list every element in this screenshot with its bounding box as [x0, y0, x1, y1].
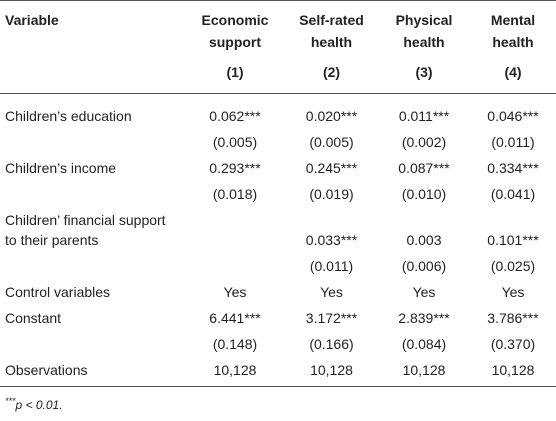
row-label: Children’s education — [5, 108, 132, 124]
table-row: (0.018) (0.019) (0.010) (0.041) — [0, 181, 556, 207]
table-row: Control variables Yes Yes Yes Yes — [0, 279, 556, 305]
column-number: (4) — [470, 53, 556, 94]
table-row: (0.011) (0.006) (0.025) — [0, 253, 556, 279]
cell: (0.005) — [309, 134, 354, 150]
table-row: Children’s education 0.062*** 0.020*** 0.01… — [0, 94, 556, 130]
column-header: Economic support — [185, 0, 285, 53]
cell: (0.002) — [401, 134, 447, 150]
cell: Yes — [223, 284, 247, 300]
row-label: Children’ financial support to their par… — [5, 212, 166, 248]
column-number: (2) — [285, 53, 378, 94]
cell: Yes — [412, 284, 436, 300]
table-row: Children’s income 0.293*** 0.245*** 0.087**… — [0, 155, 556, 181]
table-row: (0.005) (0.005) (0.002) (0.011) — [0, 129, 556, 155]
cell: (0.005) — [212, 134, 258, 150]
cell: 0.334*** — [487, 160, 539, 176]
table-row: Constant 6.441*** 3.172*** 2.839*** 3.786*** — [0, 305, 556, 331]
regression-table: Variable Economic support Self-rated healt… — [0, 0, 556, 387]
row-label: Observations — [0, 357, 185, 387]
cell: 10,128 — [378, 357, 470, 387]
table-body: Children’s education 0.062*** 0.020*** 0.01… — [0, 94, 556, 387]
cell: (0.041) — [490, 186, 536, 202]
cell: 0.033*** — [305, 232, 358, 248]
cell: (0.370) — [490, 336, 536, 352]
cell: 0.003 — [406, 232, 442, 248]
cell — [185, 253, 285, 279]
cell: 0.011*** — [398, 108, 450, 124]
cell: 3.172*** — [305, 310, 358, 326]
column-header: Physical health — [378, 0, 470, 53]
cell: (0.011) — [309, 258, 354, 274]
row-label: Control variables — [5, 284, 111, 300]
number-row: (1) (2) (3) (4) — [0, 53, 556, 94]
table-row: Children’ financial support to their par… — [0, 207, 556, 253]
table-row: Observations 10,128 10,128 10,128 10,128 — [0, 357, 556, 387]
cell: (0.084) — [401, 336, 447, 352]
cell: (0.010) — [401, 186, 447, 202]
cell: 10,128 — [285, 357, 378, 387]
cell: Yes — [501, 284, 525, 300]
cell: 0.062*** — [209, 108, 261, 124]
cell: Yes — [320, 284, 343, 300]
row-label — [0, 129, 185, 155]
header-row: Variable Economic support Self-rated healt… — [0, 0, 556, 53]
footnote-text: p < 0.01. — [15, 398, 63, 412]
footnote: ***p < 0.01. — [0, 387, 556, 412]
column-number — [0, 53, 185, 94]
footnote-marker: *** — [5, 396, 16, 406]
column-header: Self-rated health — [285, 0, 378, 53]
cell: (0.019) — [309, 186, 354, 202]
cell: 0.101*** — [487, 232, 539, 248]
row-label: Children’s income — [5, 160, 117, 176]
row-label — [0, 331, 185, 357]
row-label — [0, 181, 185, 207]
cell: (0.148) — [212, 336, 258, 352]
column-number: (1) — [185, 53, 285, 94]
column-number: (3) — [378, 53, 470, 94]
cell: 0.087*** — [398, 160, 450, 176]
cell: 0.046*** — [487, 108, 539, 124]
cell: 0.020*** — [305, 108, 358, 124]
column-header: Variable — [0, 0, 185, 53]
cell: 10,128 — [470, 357, 556, 387]
cell: 0.293*** — [209, 160, 261, 176]
cell: (0.011) — [491, 134, 535, 150]
cell: (0.018) — [212, 186, 258, 202]
cell: (0.166) — [309, 336, 354, 352]
cell: (0.006) — [401, 258, 447, 274]
cell — [185, 207, 285, 253]
column-header: Mental health — [470, 0, 556, 53]
cell: 6.441*** — [209, 310, 261, 326]
table-header: Variable Economic support Self-rated healt… — [0, 0, 556, 94]
cell: 0.245*** — [305, 160, 358, 176]
table-row: (0.148) (0.166) (0.084) (0.370) — [0, 331, 556, 357]
cell: (0.025) — [490, 258, 536, 274]
cell: 2.839*** — [398, 310, 450, 326]
row-label — [0, 253, 185, 279]
row-label: Constant — [5, 310, 62, 326]
cell: 3.786*** — [487, 310, 539, 326]
cell: 10,128 — [185, 357, 285, 387]
